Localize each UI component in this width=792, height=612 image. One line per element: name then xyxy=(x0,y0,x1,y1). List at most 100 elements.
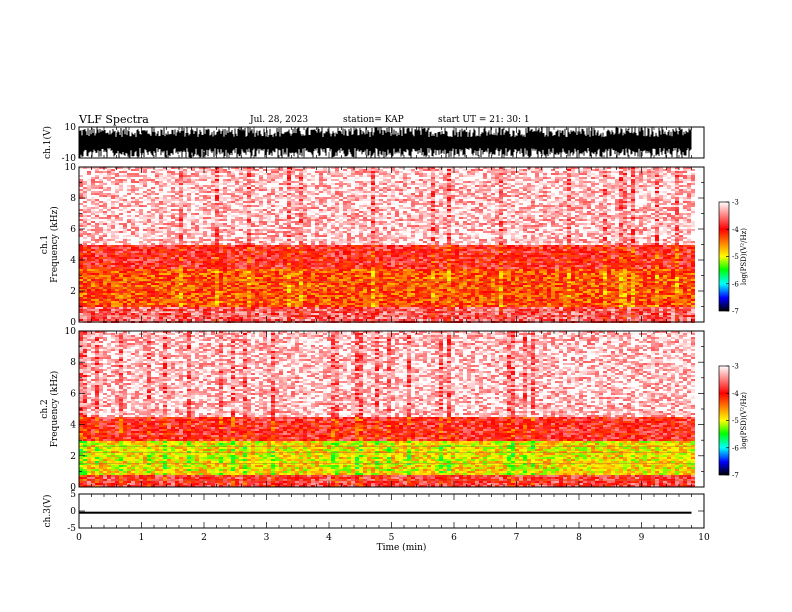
spectrogram-cell xyxy=(151,217,155,219)
spectrogram-cell xyxy=(251,243,255,245)
spectrogram-cell xyxy=(135,307,139,309)
spectrogram-cell xyxy=(151,319,155,321)
spectrogram-cell xyxy=(91,203,95,205)
spectrogram-cell xyxy=(147,299,151,301)
spectrogram-cell xyxy=(275,211,279,213)
spectrogram-cell xyxy=(207,309,211,311)
spectrogram-cell xyxy=(239,237,243,239)
spectrogram-cell xyxy=(275,187,279,189)
spectrogram-cell xyxy=(167,203,171,205)
spectrogram-cell xyxy=(271,249,275,251)
spectrogram-cell xyxy=(111,255,115,257)
spectrogram-cell xyxy=(119,229,123,231)
spectrogram-cell xyxy=(223,181,227,183)
spectrogram-cell xyxy=(303,295,307,297)
spectrogram-cell xyxy=(111,211,115,213)
spectrogram-cell xyxy=(279,231,283,233)
spectrogram-cell xyxy=(283,229,287,231)
spectrogram-cell xyxy=(219,235,223,237)
spectrogram-cell xyxy=(179,189,183,191)
spectrogram-cell xyxy=(83,309,87,311)
spectrogram-cell xyxy=(223,251,227,253)
spectrogram-cell xyxy=(283,217,287,219)
spectrogram-cell xyxy=(231,173,235,175)
spectrogram-cell xyxy=(307,201,311,203)
spectrogram-cell xyxy=(315,225,319,227)
spectrogram-cell xyxy=(143,253,147,255)
spectrogram-cell xyxy=(211,169,215,171)
spectrogram-cell xyxy=(303,235,307,237)
spectrogram-cell xyxy=(111,215,115,217)
spectrogram-cell xyxy=(195,229,199,231)
spectrogram-cell xyxy=(195,271,199,273)
spectrogram-cell xyxy=(147,305,151,307)
spectrogram-cell xyxy=(299,179,303,181)
spectrogram-cell xyxy=(295,269,299,271)
spectrogram-cell xyxy=(199,305,203,307)
spectrogram-cell xyxy=(191,203,195,205)
spectrogram-cell xyxy=(211,319,215,321)
spectrogram-cell xyxy=(219,213,223,215)
spectrogram-cell xyxy=(251,261,255,263)
spectrogram-cell xyxy=(179,199,183,201)
spectrogram-cell xyxy=(159,195,163,197)
spectrogram-cell xyxy=(259,233,263,235)
spectrogram-cell xyxy=(219,223,223,225)
spectrogram-cell xyxy=(203,169,207,171)
spectrogram-cell xyxy=(79,173,83,175)
spectrogram-cell xyxy=(187,311,191,313)
spectrogram-cell xyxy=(171,183,175,185)
spectrogram-cell xyxy=(323,193,327,195)
spectrogram-cell xyxy=(299,245,303,247)
spectrogram-cell xyxy=(163,289,167,291)
spectrogram-cell xyxy=(83,167,87,169)
spectrogram-cell xyxy=(91,225,95,227)
spectrogram-cell xyxy=(279,317,283,319)
spectrogram-cell xyxy=(283,221,287,223)
spectrogram-cell xyxy=(243,279,247,281)
spectrogram-cell xyxy=(227,209,231,211)
spectrogram-cell xyxy=(247,305,251,307)
spectrogram-cell xyxy=(195,221,199,223)
spectrogram-cell xyxy=(167,303,171,305)
spectrogram-cell xyxy=(199,199,203,201)
spectrogram-cell xyxy=(171,199,175,201)
spectrogram-cell xyxy=(255,217,259,219)
spectrogram-cell xyxy=(295,263,299,265)
spectrogram-cell xyxy=(127,279,131,281)
spectrogram-cell xyxy=(103,265,107,267)
spectrogram-cell xyxy=(207,193,211,195)
spectrogram-cell xyxy=(139,185,143,187)
spectrogram-cell xyxy=(107,291,111,293)
spectrogram-cell xyxy=(163,243,167,245)
spectrogram-cell xyxy=(323,263,327,265)
spectrogram-cell xyxy=(275,221,279,223)
spectrogram-cell xyxy=(271,273,275,275)
spectrogram-cell xyxy=(275,257,279,259)
spectrogram-cell xyxy=(307,267,311,269)
spectrogram-cell xyxy=(103,259,107,261)
spectrogram-cell xyxy=(239,309,243,311)
spectrogram-cell xyxy=(211,237,215,239)
spectrogram-cell xyxy=(199,251,203,253)
spectrogram-cell xyxy=(327,191,331,193)
spectrogram-cell xyxy=(255,243,259,245)
spectrogram-cell xyxy=(199,289,203,291)
spectrogram-cell xyxy=(311,203,315,205)
spectrogram-cell xyxy=(163,247,167,249)
spectrogram-cell xyxy=(83,229,87,231)
spectrogram-cell xyxy=(163,273,167,275)
spectrogram-cell xyxy=(207,303,211,305)
spectrogram-cell xyxy=(179,285,183,287)
spectrogram-cell xyxy=(311,301,315,303)
spectrogram-cell xyxy=(163,283,167,285)
spectrogram-cell xyxy=(159,237,163,239)
spectrogram-cell xyxy=(135,227,139,229)
spectrogram-cell xyxy=(151,223,155,225)
spectrogram-cell xyxy=(83,251,87,253)
spectrogram-cell xyxy=(99,259,103,261)
spectrogram-cell xyxy=(163,199,167,201)
spectrogram-cell xyxy=(187,207,191,209)
spectrogram-cell xyxy=(319,179,323,181)
spectrogram-cell xyxy=(207,291,211,293)
